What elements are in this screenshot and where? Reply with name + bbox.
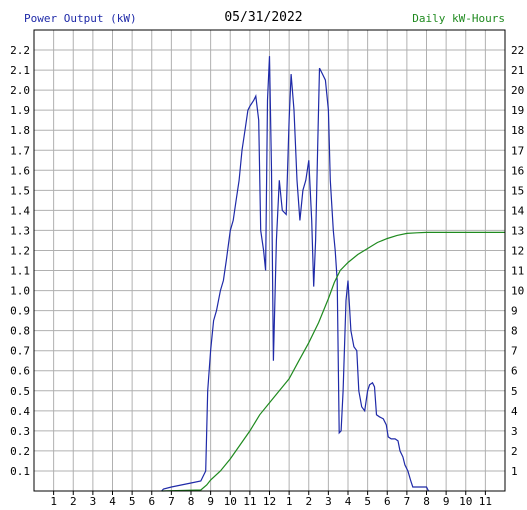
right-y-tick-label: 7 [511, 345, 518, 358]
left-y-tick-label: 1.5 [10, 184, 30, 197]
right-y-tick-label: 13 [511, 224, 524, 237]
right-y-tick-label: 1 [511, 465, 518, 478]
x-tick-label: 7 [168, 495, 175, 508]
right-y-tick-label: 17 [511, 144, 524, 157]
left-y-tick-label: 0.5 [10, 385, 30, 398]
right-y-tick-label: 12 [511, 244, 524, 257]
right-y-tick-label: 18 [511, 124, 524, 137]
left-y-tick-label: 0.2 [10, 445, 30, 458]
x-tick-label: 9 [443, 495, 450, 508]
left-y-tick-label: 1.9 [10, 104, 30, 117]
x-tick-label: 8 [423, 495, 430, 508]
x-tick-label: 10 [224, 495, 237, 508]
x-tick-label: 2 [70, 495, 77, 508]
x-tick-label: 1 [286, 495, 293, 508]
chart-title: 05/31/2022 [224, 10, 303, 25]
x-tick-label: 3 [325, 495, 332, 508]
x-tick-label: 1 [50, 495, 57, 508]
left-y-tick-label: 0.6 [10, 365, 30, 378]
right-y-tick-label: 21 [511, 64, 524, 77]
right-y-tick-label: 3 [511, 425, 518, 438]
right-y-tick-label: 19 [511, 104, 524, 117]
x-tick-label: 9 [207, 495, 214, 508]
left-y-tick-label: 1.7 [10, 144, 30, 157]
x-tick-label: 5 [129, 495, 136, 508]
left-y-tick-label: 1.2 [10, 244, 30, 257]
x-tick-label: 6 [384, 495, 391, 508]
grid-lines [34, 30, 505, 491]
x-tick-label: 2 [305, 495, 312, 508]
left-y-tick-label: 0.9 [10, 305, 30, 318]
left-y-tick-label: 1.0 [10, 285, 30, 298]
x-tick-label: 4 [345, 495, 352, 508]
x-tick-label: 11 [479, 495, 492, 508]
left-y-tick-label: 0.3 [10, 425, 30, 438]
left-y-tick-label: 0.1 [10, 465, 30, 478]
x-tick-label: 10 [459, 495, 472, 508]
left-y-tick-label: 0.4 [10, 405, 30, 418]
left-y-tick-label: 2.1 [10, 64, 30, 77]
x-tick-label: 3 [90, 495, 97, 508]
left-y-tick-label: 0.7 [10, 345, 30, 358]
right-y-tick-label: 5 [511, 385, 518, 398]
left-axis-title: Power Output (kW) [24, 12, 137, 25]
x-tick-label: 12 [263, 495, 276, 508]
right-y-tick-label: 2 [511, 445, 518, 458]
right-y-tick-label: 15 [511, 184, 524, 197]
left-y-tick-label: 1.8 [10, 124, 30, 137]
x-tick-label: 4 [109, 495, 116, 508]
tick-labels: 1 2 3 4 5 6 7 8 9 10 11 12 1 2 3 4 5 6 7 8 9 10 110.10.20.30.4… [10, 44, 524, 508]
left-y-tick-label: 1.4 [10, 204, 30, 217]
left-y-tick-label: 2.2 [10, 44, 30, 57]
left-y-tick-label: 1.6 [10, 164, 30, 177]
right-y-tick-label: 4 [511, 405, 518, 418]
right-y-tick-label: 22 [511, 44, 524, 57]
right-y-tick-label: 6 [511, 365, 518, 378]
right-y-tick-label: 14 [511, 204, 525, 217]
left-y-tick-label: 0.8 [10, 325, 30, 338]
power-series-line [161, 56, 430, 492]
right-y-tick-label: 16 [511, 164, 524, 177]
energy-series-line [161, 231, 505, 492]
left-y-tick-label: 2.0 [10, 84, 30, 97]
series-layer [161, 56, 505, 492]
right-y-tick-label: 20 [511, 84, 524, 97]
axes-frame [33, 29, 506, 495]
right-y-tick-label: 9 [511, 305, 518, 318]
left-y-tick-label: 1.3 [10, 224, 30, 237]
x-tick-label: 11 [243, 495, 256, 508]
right-axis-title: Daily kW-Hours [412, 12, 505, 25]
x-tick-label: 6 [148, 495, 155, 508]
right-y-tick-label: 11 [511, 265, 524, 278]
right-y-tick-label: 8 [511, 325, 518, 338]
x-tick-label: 7 [404, 495, 411, 508]
x-tick-label: 8 [188, 495, 195, 508]
x-tick-label: 5 [364, 495, 371, 508]
right-y-tick-label: 10 [511, 285, 524, 298]
left-y-tick-label: 1.1 [10, 265, 30, 278]
